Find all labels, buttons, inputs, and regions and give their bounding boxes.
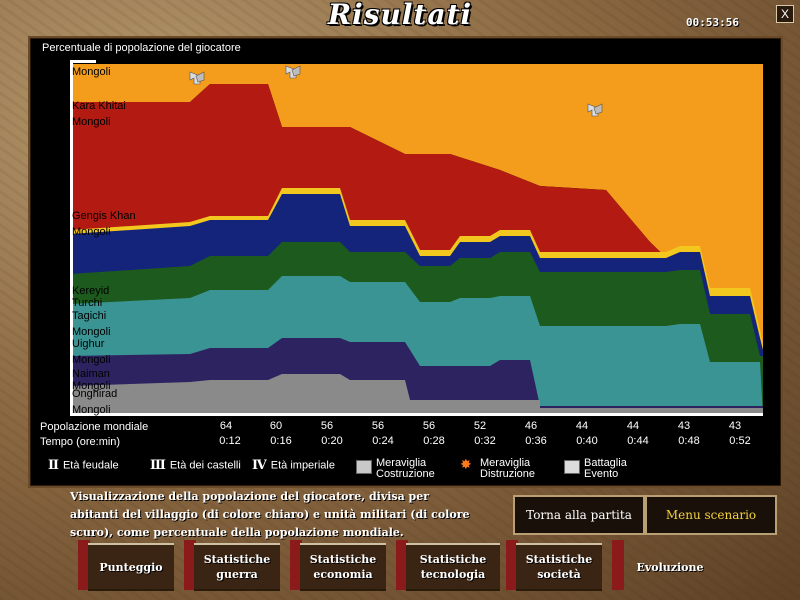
player-civ: Mongoli xyxy=(72,380,111,392)
battle-event-icon xyxy=(285,65,301,79)
player-label-kereyid: Kereyid Turchi xyxy=(72,285,109,309)
legend-wonder-build-label: Meraviglia xyxy=(376,457,427,469)
chart-title: Percentuale di popolazione del giocatore xyxy=(42,42,241,54)
player-civ: Mongoli xyxy=(72,404,111,416)
chart-panel: Percentuale di popolazione del giocatore xyxy=(28,36,783,488)
player-label-tagichi: Tagichi Mongoli xyxy=(72,310,111,338)
time-tick: 0:12 xyxy=(219,435,241,447)
chart-description: Visualizzazione della popolazione del gi… xyxy=(70,490,470,539)
player-name: Onghirad xyxy=(72,388,118,400)
population-tick: 46 xyxy=(524,420,538,432)
tab-score[interactable]: Punteggio xyxy=(88,543,174,591)
player-label-onghirad: Onghirad Mongoli xyxy=(72,388,117,416)
player-name: Uighur xyxy=(72,338,105,350)
player-civ: Mongoli xyxy=(72,66,111,78)
population-tick: 52 xyxy=(473,420,487,432)
battle-event-icon xyxy=(587,103,603,117)
time-tick: 0:40 xyxy=(576,435,598,447)
tab-divider xyxy=(506,540,518,590)
battle-event-icon xyxy=(189,71,205,85)
tab-society-stats[interactable]: Statistiche società xyxy=(516,543,602,591)
population-tick: 43 xyxy=(728,420,742,432)
population-tick: 60 xyxy=(269,420,283,432)
legend-wonder-build-sub: Costruzione xyxy=(376,468,435,480)
player-name: Cornova xyxy=(72,50,114,62)
legend-wonder-destroy-label: Meraviglia xyxy=(480,457,531,469)
page-title: Risultati xyxy=(327,0,473,31)
game-clock: 00:53:56 xyxy=(686,16,739,29)
player-label-cornova: Cornova Mongoli xyxy=(72,50,114,78)
tab-divider xyxy=(396,540,408,590)
population-tick: 56 xyxy=(320,420,334,432)
tab-divider xyxy=(78,540,90,590)
population-tick: 44 xyxy=(626,420,640,432)
time-tick: 0:24 xyxy=(372,435,394,447)
legend-feudal: Ⅱ Età feudale xyxy=(48,458,119,473)
back-to-game-button[interactable]: Torna alla partita xyxy=(513,495,645,535)
population-chart xyxy=(70,60,763,416)
population-tick: 44 xyxy=(575,420,589,432)
legend-battle-label: Battaglia xyxy=(584,457,627,469)
explosion-icon: ✸ xyxy=(460,456,472,472)
series-area-cornova xyxy=(70,64,763,344)
player-label-gengis: Gengis Khan Mongoli xyxy=(72,210,136,238)
player-label-karakhitai: Kara Khitai Mongoli xyxy=(72,100,126,128)
legend-imperial: Ⅳ Età imperiale xyxy=(252,458,335,473)
time-tick: 0:28 xyxy=(423,435,445,447)
player-name: Tagichi xyxy=(72,310,107,322)
time-tick: 0:32 xyxy=(474,435,496,447)
legend-feudal-label: Età feudale xyxy=(62,459,119,472)
player-name: Gengis Khan xyxy=(72,210,136,222)
player-label-naiman: Naiman Mongoli xyxy=(72,368,111,392)
population-tick: 64 xyxy=(219,420,233,432)
close-button[interactable]: X xyxy=(776,5,794,23)
time-tick: 0:36 xyxy=(525,435,547,447)
time-tick: 0:20 xyxy=(321,435,343,447)
player-civ: Mongoli xyxy=(72,354,111,366)
tab-divider xyxy=(290,540,302,590)
player-name: Kereyid xyxy=(72,285,110,297)
imperial-age-icon: Ⅳ xyxy=(252,458,267,473)
tab-timeline[interactable]: Evoluzione xyxy=(636,560,704,574)
feudal-age-icon: Ⅱ xyxy=(48,458,59,473)
legend-battle-sub: Evento xyxy=(584,468,619,480)
legend-battle: Battaglia Evento xyxy=(564,458,627,480)
wonder-build-icon xyxy=(356,460,372,474)
population-tick: 43 xyxy=(677,420,691,432)
tab-technology-stats[interactable]: Statistiche tecnologia xyxy=(406,543,500,591)
legend-wonder-destroy: ✸ Meraviglia Distruzione xyxy=(460,456,536,480)
player-civ: Mongoli xyxy=(72,326,111,338)
tab-economy-stats[interactable]: Statistiche economia xyxy=(300,543,386,591)
world-population-label: Popolazione mondiale xyxy=(40,421,149,433)
tab-divider xyxy=(612,540,624,590)
series-area-onghirad xyxy=(70,374,763,416)
time-tick: 0:48 xyxy=(678,435,700,447)
tab-divider xyxy=(184,540,196,590)
castle-age-icon: Ⅲ xyxy=(150,458,166,473)
legend-castle: Ⅲ Età dei castelli xyxy=(150,458,241,473)
scenario-menu-button[interactable]: Menu scenario xyxy=(645,495,777,535)
battle-icon xyxy=(564,460,580,474)
player-civ: Mongoli xyxy=(72,116,111,128)
player-civ: Turchi xyxy=(72,297,103,309)
player-name: Kara Khitai xyxy=(72,100,126,112)
player-name: Naiman xyxy=(72,368,110,380)
time-label: Tempo (ore:min) xyxy=(40,436,121,448)
time-tick: 0:44 xyxy=(627,435,649,447)
time-tick: 0:52 xyxy=(729,435,751,447)
population-tick: 56 xyxy=(371,420,385,432)
player-label-uighur: Uighur Mongoli xyxy=(72,338,111,366)
population-tick: 56 xyxy=(422,420,436,432)
legend-wonder-destroy-sub: Distruzione xyxy=(480,468,536,480)
tab-war-stats[interactable]: Statistiche guerra xyxy=(194,543,280,591)
legend-wonder-build: Meraviglia Costruzione xyxy=(356,458,435,480)
time-tick: 0:16 xyxy=(270,435,292,447)
legend-castle-label: Età dei castelli xyxy=(169,459,241,472)
timeline-row-labels: Popolazione mondiale Tempo (ore:min) xyxy=(40,420,148,450)
player-civ: Mongoli xyxy=(72,226,111,238)
legend-imperial-label: Età imperiale xyxy=(270,459,335,472)
